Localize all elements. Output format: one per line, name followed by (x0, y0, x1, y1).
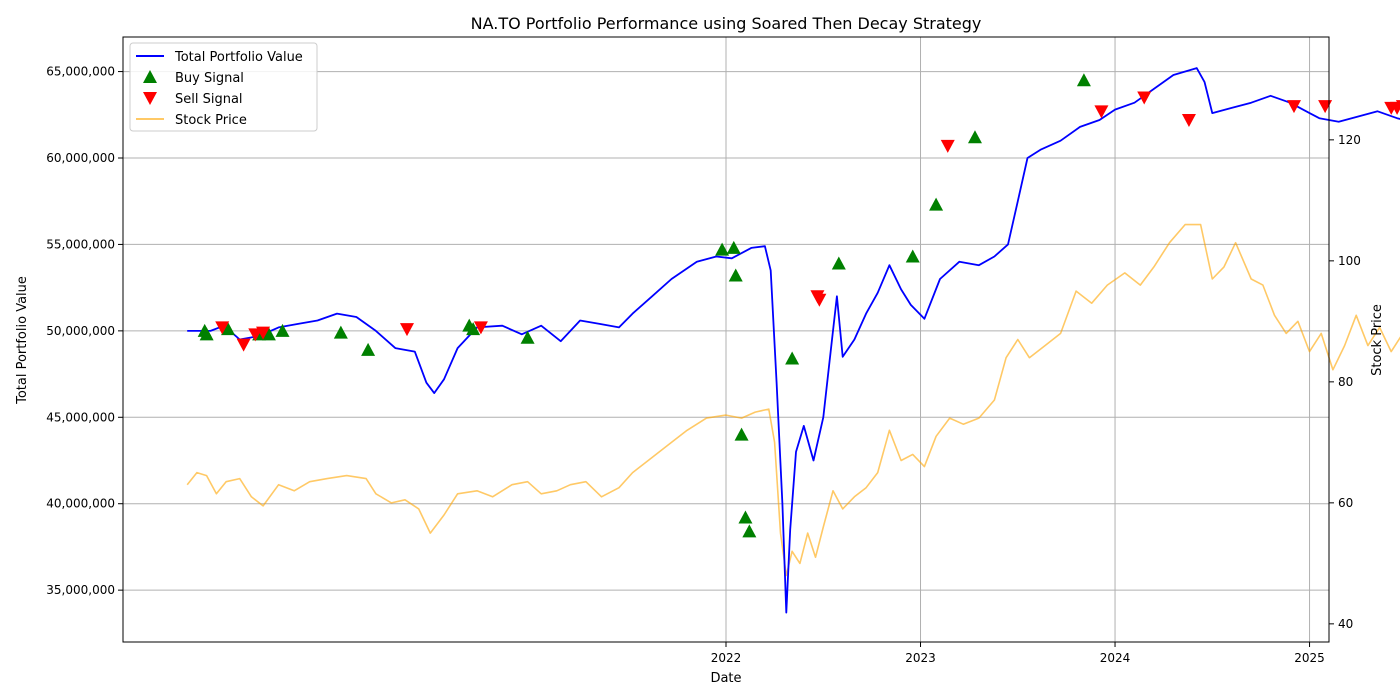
buy-signal-marker (520, 330, 535, 344)
buy-signal-marker (726, 240, 741, 254)
buy-signal-marker (333, 325, 348, 339)
portfolio-layer (187, 67, 1400, 614)
y2-axis-label: Stock Price (1370, 304, 1385, 376)
y-tick-label: 45,000,000 (46, 410, 115, 424)
buy-signal-marker (466, 322, 481, 336)
x-tick-label: 2023 (905, 651, 936, 665)
buy-signal-marker (967, 130, 982, 144)
y-tick-label: 50,000,000 (46, 324, 115, 338)
legend-sell-label: Sell Signal (175, 92, 243, 107)
legend-buy-icon (143, 70, 157, 83)
y2-tick-label: 100 (1338, 254, 1361, 268)
axis-layer: 35,000,000 40,000,000 45,000,000 50,000,000… (46, 65, 1361, 665)
buy-signal-marker (275, 323, 290, 337)
sell-signal-marker (1390, 101, 1400, 115)
y2-tick-label: 60 (1338, 496, 1353, 510)
buy-signal-marker (261, 327, 276, 341)
buy-signal-marker (742, 524, 757, 538)
sell-signal-marker (1094, 105, 1109, 119)
buy-signal-marker (221, 322, 236, 336)
buy-signal-marker (728, 268, 743, 282)
legend-buy-label: Buy Signal (175, 71, 244, 86)
legend-box (129, 42, 318, 132)
x-tick-label: 2025 (1294, 651, 1325, 665)
y2-tick-label: 120 (1338, 133, 1361, 147)
sell-signal-marker (473, 321, 488, 335)
y-tick-label: 40,000,000 (46, 497, 115, 511)
stock-price-line (186, 223, 1400, 577)
y-tick-label: 35,000,000 (46, 583, 115, 597)
legend-stock-label: Stock Price (175, 113, 247, 128)
sell-signal-marker (215, 321, 230, 335)
chart-title: NA.TO Portfolio Performance using Soared… (471, 14, 982, 33)
buy-signal-marker (738, 510, 753, 524)
sell-signal-marker (236, 338, 251, 352)
signal-marker-layer (197, 73, 1400, 538)
x-tick-label: 2024 (1100, 651, 1131, 665)
sell-signal-marker (1137, 91, 1152, 105)
sell-signal-marker (812, 293, 827, 307)
y-tick-label: 60,000,000 (46, 151, 115, 165)
buy-signal-marker (831, 256, 846, 270)
sell-signal-marker (399, 323, 414, 337)
x-axis-label: Date (710, 671, 741, 686)
buy-signal-marker (905, 249, 920, 263)
y-axis-label: Total Portfolio Value (15, 276, 30, 405)
sell-signal-marker (256, 326, 271, 340)
legend: Total Portfolio Value Buy Signal Sell Si… (129, 42, 318, 132)
buy-signal-marker (715, 242, 730, 256)
y-tick-label: 65,000,000 (46, 65, 115, 79)
buy-signal-marker (929, 197, 944, 211)
y2-tick-label: 80 (1338, 375, 1353, 389)
buy-signal-marker (199, 327, 214, 341)
legend-sell-icon (143, 92, 157, 105)
legend-portfolio-label: Total Portfolio Value (174, 50, 303, 65)
buy-signal-marker (734, 427, 749, 441)
sell-signal-marker (1395, 100, 1400, 108)
sell-signal-marker (1181, 113, 1196, 127)
buy-signal-marker (1076, 73, 1091, 87)
y2-tick-label: 40 (1338, 617, 1353, 631)
x-tick-label: 2022 (711, 651, 742, 665)
buy-signal-marker (785, 351, 800, 365)
stock-price-layer (186, 223, 1400, 577)
grid-layer (123, 37, 1329, 642)
sell-signal-marker (940, 139, 955, 153)
y-tick-label: 55,000,000 (46, 237, 115, 251)
sell-signal-marker (1286, 100, 1301, 114)
portfolio-value-line (187, 67, 1400, 614)
buy-signal-marker (361, 342, 376, 356)
